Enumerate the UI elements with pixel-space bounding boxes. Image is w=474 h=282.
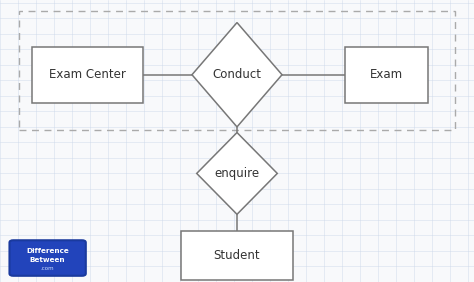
Text: Student: Student [214, 249, 260, 262]
Text: .com: .com [41, 266, 55, 271]
Text: Exam: Exam [370, 68, 403, 81]
Text: Conduct: Conduct [212, 68, 262, 81]
FancyBboxPatch shape [9, 240, 86, 276]
Bar [19, 11, 455, 130]
Polygon shape [192, 23, 282, 127]
Bar [345, 47, 428, 103]
Bar [32, 47, 143, 103]
Text: Between: Between [30, 257, 65, 263]
Text: Difference: Difference [26, 248, 69, 254]
Text: enquire: enquire [214, 167, 260, 180]
Bar [181, 231, 292, 280]
Text: Exam Center: Exam Center [49, 68, 126, 81]
Polygon shape [197, 133, 277, 214]
